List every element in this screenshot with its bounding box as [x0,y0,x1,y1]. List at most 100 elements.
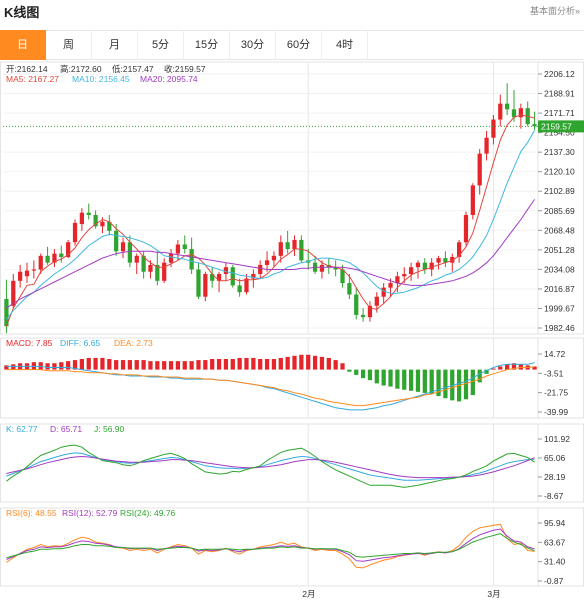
macd-bar-down [429,369,434,394]
main-y-tick-label: 2085.69 [544,206,575,216]
macd-bar-up [141,360,146,370]
macd-bar-up [168,361,174,370]
ma-line-0 [5,114,535,327]
candle-down [189,249,194,270]
dea-label: DEA: 2.73 [114,338,153,348]
candle-up [216,274,222,281]
fundamental-analysis-link[interactable]: 基本面分析» [529,6,580,16]
macd-bar-down [374,369,379,384]
tab-60min[interactable]: 60分 [276,30,322,60]
k-label: K: 62.77 [6,424,38,434]
candle-up [258,264,263,275]
last-price-label: 2159.57 [541,121,572,131]
candle-down [210,274,215,281]
tab-month[interactable]: 月 [92,30,138,60]
macd-bar-down [381,369,386,386]
tab-30min[interactable]: 30分 [230,30,276,60]
rsi-line-0 [6,523,535,569]
tab-15min[interactable]: 15分 [184,30,230,60]
candle-down [360,314,366,318]
macd-bar-up [162,361,167,370]
candle-down [4,298,9,327]
candle-down [354,294,359,315]
candle-down [59,253,64,257]
macd-y-tick-label: -39.99 [544,407,568,417]
candle-up [498,103,503,120]
macd-bar-up [31,362,36,370]
macd-bar-down [347,369,352,372]
kdj-y-tick-label: -8.67 [544,491,564,501]
main-y-tick-label: 2120.10 [544,167,575,177]
candle-up [66,242,71,257]
candle-down [230,267,235,286]
candle-up [38,255,43,270]
macd-bar-up [38,362,43,370]
kdj-line-2 [6,444,535,488]
macd-bar-down [484,369,489,374]
main-y-tick-label: 2171.71 [544,108,575,118]
macd-bar-up [52,363,57,370]
macd-bar-up [299,354,304,370]
candle-up [134,255,139,263]
candle-up [429,262,434,270]
candle-down [107,221,112,231]
candle-up [168,253,174,263]
candle-down [237,285,242,293]
macd-bar-up [45,363,50,370]
candle-up [31,269,36,271]
macd-bar-up [319,356,325,370]
low-label: 低:2157.47 [112,64,154,74]
macd-bar-down [388,369,393,387]
rsi12-label: RSI(12): 52.79 [62,508,118,518]
candle-up [278,242,283,256]
candle-up [271,255,277,261]
macd-y-tick-label: -21.75 [544,388,568,398]
macd-bar-up [244,357,249,370]
candle-up [395,276,400,284]
macd-bar-up [230,359,235,370]
j-label: J: 56.90 [94,424,125,434]
candle-up [450,256,455,263]
last-price-tag [538,120,584,133]
macd-bar-up [505,364,510,370]
candle-down [155,264,160,281]
candle-up [18,271,23,281]
candle-up [292,239,297,250]
macd-bar-up [4,365,9,370]
macd-bar-down [477,369,482,383]
kdj-pane [0,423,584,503]
macd-bar-down [354,369,359,375]
candle-up [120,242,126,252]
macd-y-tick-label: -3.51 [544,368,564,378]
tab-4hour[interactable]: 4时 [322,30,368,60]
macd-bar-up [278,357,283,370]
kdj-y-tick-label: 65.06 [544,453,566,463]
period-tabs: 日 周 月 5分 15分 30分 60分 4时 [0,30,584,60]
candle-down [532,124,537,127]
macd-bar-up [72,360,78,370]
macd-bar-up [203,360,208,370]
macd-bar-down [470,369,475,396]
candle-down [340,269,345,284]
macd-bar-up [285,356,290,370]
open-label: 开:2162.14 [6,64,48,74]
tab-5min[interactable]: 5分 [138,30,184,60]
macd-dea-line [6,366,535,407]
main-y-tick-label: 2051.28 [544,245,575,255]
candle-up [463,214,469,243]
candle-down [333,267,338,270]
macd-bar-up [333,360,338,370]
rsi-line-2 [6,533,535,559]
header: K线图 基本面分析» [0,0,584,22]
macd-bar-up [306,354,311,370]
x-tick-label: 2月 [302,589,315,599]
candle-up [162,262,167,281]
macd-bar-up [292,355,297,370]
tab-week[interactable]: 周 [46,30,92,60]
tab-day[interactable]: 日 [0,30,46,60]
candle-up [381,287,386,297]
macd-bar-up [271,359,277,370]
candle-down [347,283,352,295]
macd-bar-down [360,369,366,379]
